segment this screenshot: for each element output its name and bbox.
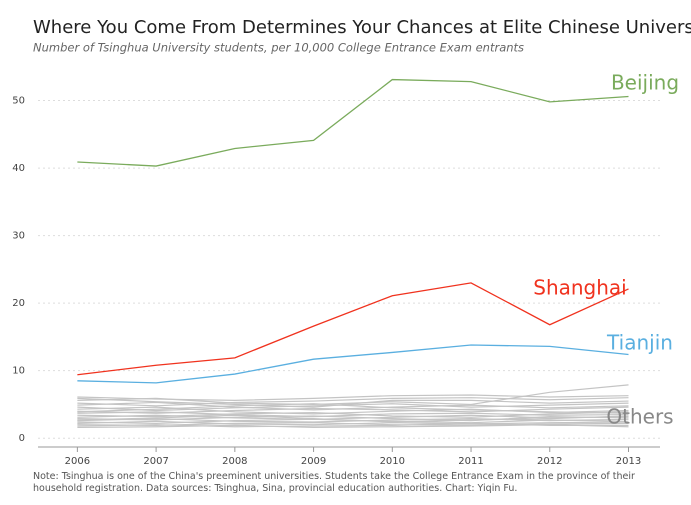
- chart-subtitle: Number of Tsinghua University students, …: [33, 41, 524, 55]
- other-line: [77, 403, 629, 414]
- chart-title: Where You Come From Determines Your Chan…: [33, 17, 691, 38]
- x-tick-label: 2013: [616, 456, 641, 467]
- other-line: [77, 424, 629, 429]
- other-line: [77, 401, 629, 411]
- x-tick-label: 2009: [301, 456, 326, 467]
- series-label: Beijing: [611, 71, 679, 95]
- y-tick-label: 0: [19, 433, 25, 444]
- other-line: [77, 384, 629, 406]
- y-tick-label: 20: [12, 298, 25, 309]
- x-tick-label: 2012: [537, 456, 562, 467]
- series-line: [77, 282, 629, 376]
- other-line: [77, 397, 629, 407]
- x-tick-label: 2008: [222, 456, 247, 467]
- chart: Where You Come From Determines Your Chan…: [12, 17, 691, 467]
- series-line: [77, 344, 629, 384]
- other-line: [77, 402, 629, 412]
- other-line: [77, 397, 629, 408]
- x-tick-label: 2006: [65, 456, 90, 467]
- y-tick-label: 40: [12, 163, 25, 174]
- x-tick-label: 2007: [143, 456, 168, 467]
- note: Note: Tsinghua is one of the China's pre…: [33, 471, 635, 494]
- other-line: [77, 414, 629, 423]
- series-label: Shanghai: [533, 276, 627, 300]
- x-tick-label: 2011: [458, 456, 483, 467]
- y-tick-label: 30: [12, 231, 25, 242]
- y-tick-label: 10: [12, 366, 25, 377]
- x-tick-label: 2010: [380, 456, 405, 467]
- series-label: Tianjin: [606, 331, 673, 355]
- series-label: Others: [606, 405, 673, 429]
- series-line: [77, 78, 629, 167]
- y-tick-label: 50: [12, 96, 25, 107]
